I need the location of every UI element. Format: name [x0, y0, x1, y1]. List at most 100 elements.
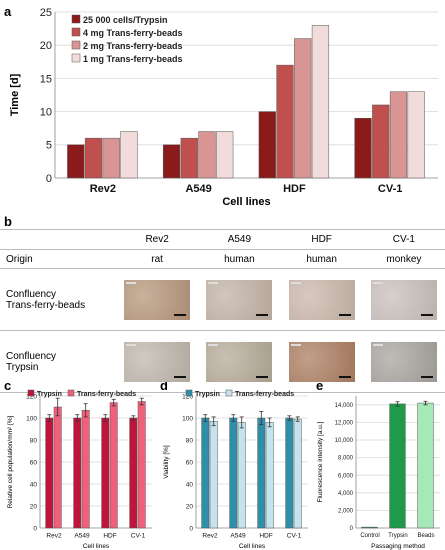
y-tick-label: 2,000	[338, 509, 354, 515]
bar	[109, 402, 118, 529]
legend-swatch	[185, 389, 193, 397]
y-tick-label: 8,000	[338, 456, 354, 462]
y-axis-label: Fluorescence intensity [a.u.]	[317, 421, 324, 502]
legend-swatch	[71, 40, 81, 50]
y-tick-label: 80	[30, 437, 38, 444]
bar	[293, 418, 302, 529]
bar	[216, 131, 234, 179]
y-tick-label: 120	[182, 393, 193, 400]
chart-e-fluorescence-intensity: 0 2,000 4,000 6,000 8,000 10,000 12,000 14,000 C…	[317, 396, 440, 550]
chart-c-relative-cell-population: 0 20 40 60 80 100 120 Rev2 A549 HDF CV-1 Cell lines…	[7, 389, 152, 550]
bar	[354, 117, 372, 179]
micrograph-beads-rev2	[124, 279, 191, 320]
beads-cell-hdf	[280, 268, 363, 331]
bar	[294, 38, 312, 179]
header-hdf: HDF	[280, 229, 363, 250]
beads-cell-rev2	[116, 268, 199, 331]
legend-label: Trans-ferry-beads	[235, 391, 294, 398]
y-tick-label: 6,000	[338, 473, 354, 479]
bar	[201, 417, 210, 529]
y-tick-label: 12,000	[335, 421, 354, 427]
legend-swatch	[71, 14, 81, 24]
x-tick-label: CV-1	[131, 533, 146, 540]
beads-row: Confluency Trans-ferry-beads	[0, 268, 445, 331]
x-tick-label: CV-1	[378, 183, 402, 195]
bar	[73, 417, 82, 529]
bar	[209, 421, 218, 529]
panel-letter-a: a	[4, 4, 12, 19]
bar	[137, 401, 146, 529]
legend-label: Trypsin	[37, 391, 62, 398]
x-tick-label: Rev2	[202, 533, 218, 540]
y-tick-label: 5	[46, 140, 52, 152]
bar	[101, 417, 110, 529]
micrograph-trypsin-cv1	[370, 341, 437, 382]
bar	[257, 417, 266, 529]
legend-label: 1 mg Trans-ferry-beads	[83, 54, 183, 64]
bar	[258, 111, 276, 179]
trypsin-row: Confluency Trypsin	[0, 330, 445, 393]
scale-bar	[174, 375, 187, 378]
origin-a549: human	[198, 249, 281, 269]
y-tick-label: 14,000	[335, 403, 354, 409]
trypsin-cell-hdf	[280, 330, 363, 393]
cell-lines-table: Rev2 A549 HDF CV-1 Origin rat human huma…	[0, 229, 445, 393]
x-tick-label: Control	[360, 533, 379, 539]
table-header-row: Rev2 A549 HDF CV-1	[0, 229, 445, 250]
bar	[311, 25, 330, 179]
micrograph-trypsin-a549	[206, 341, 273, 382]
bar	[229, 417, 238, 529]
legend-swatch	[27, 389, 35, 397]
trypsin-cell-a549	[198, 330, 281, 393]
header-a549: A549	[198, 229, 281, 250]
bar	[389, 91, 408, 179]
bar	[53, 406, 62, 529]
x-tick-label: HDF	[103, 533, 116, 540]
origin-row: Origin rat human human monkey	[0, 249, 445, 269]
header-rev2: Rev2	[116, 229, 199, 250]
y-axis-label: Time [d]	[9, 73, 21, 116]
trypsin-label-line1: Confluency	[6, 350, 57, 362]
micrograph-beads-a549	[206, 279, 273, 320]
bar	[361, 526, 378, 529]
y-tick-label: 20	[30, 503, 38, 510]
y-tick-label: 20	[40, 40, 52, 52]
bar	[237, 422, 246, 529]
bar	[81, 410, 90, 529]
legend-label: 25 000 cells/Trypsin	[83, 15, 168, 25]
x-tick-label: Rev2	[90, 183, 116, 195]
bar	[129, 417, 138, 529]
origin-hdf: human	[280, 249, 363, 269]
y-tick-label: 100	[182, 415, 193, 422]
table-corner	[0, 229, 116, 250]
origin-label: Origin	[0, 249, 116, 269]
chart-a-time-to-confluency: 0 5 10 15 20 25 Rev2 A549 HDF CV-1 Cell lines Time …	[9, 7, 438, 208]
x-axis-label: Cell lines	[83, 543, 110, 550]
y-tick-label: 80	[186, 437, 194, 444]
scale-bar	[174, 313, 187, 316]
x-axis-label: Passaging method	[371, 543, 425, 550]
micrograph-beads-cv1	[370, 279, 437, 320]
x-tick-label: A549	[230, 533, 246, 540]
x-tick-label: A549	[185, 183, 211, 195]
scale-bar	[420, 375, 433, 378]
legend-label: Trans-ferry-beads	[77, 391, 136, 398]
bar	[67, 144, 85, 179]
bar	[285, 417, 294, 529]
micrograph-beads-hdf	[288, 279, 355, 320]
y-tick-label: 40	[30, 481, 38, 488]
x-tick-label: CV-1	[287, 533, 302, 540]
y-tick-label: 25	[40, 7, 52, 19]
bar	[276, 64, 294, 179]
trypsin-cell-cv1	[362, 330, 445, 393]
legend-swatch	[225, 389, 233, 397]
header-cv1: CV-1	[362, 229, 445, 250]
beads-label-line2: Trans-ferry-beads	[6, 299, 86, 311]
micrograph-trypsin-hdf	[288, 341, 355, 382]
bar	[265, 422, 274, 529]
beads-label-line1: Confluency	[6, 288, 57, 300]
bar	[84, 137, 103, 179]
scale-bar	[338, 375, 351, 378]
y-tick-label: 120	[26, 393, 37, 400]
scale-bar	[338, 313, 351, 316]
